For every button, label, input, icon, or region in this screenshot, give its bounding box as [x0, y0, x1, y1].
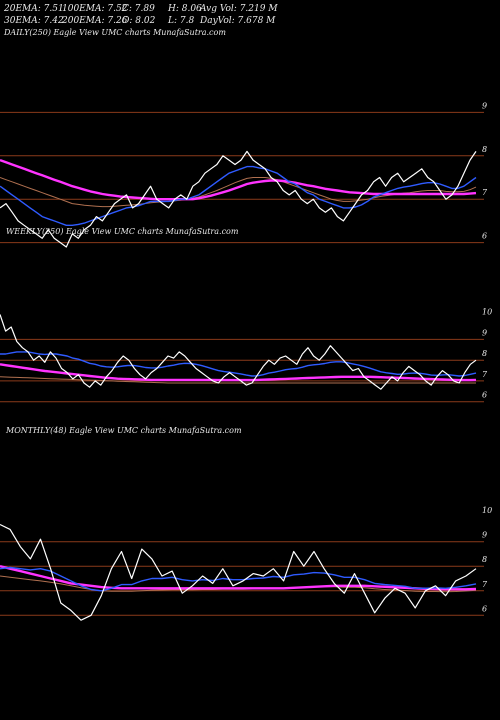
y-tick-2-1: 9 — [482, 531, 487, 540]
panel-label-1: WEEKLY(250) Eagle View UMC charts Munafa… — [6, 227, 239, 236]
y-tick-0-0: 9 — [482, 101, 487, 110]
stat-row2-2: O: 8.02 — [122, 16, 156, 26]
y-tick-2-2: 8 — [482, 555, 487, 564]
stat-row2-4: DayVol: 7.678 M — [199, 16, 276, 26]
y-tick-1-3: 7 — [482, 370, 488, 379]
series-ema_short-2 — [0, 566, 477, 592]
panel-label-2: MONTHLY(48) Eagle View UMC charts Munafa… — [5, 426, 242, 435]
y-tick-1-0: 10 — [482, 308, 492, 317]
series-ema_short-1 — [0, 351, 477, 377]
series-ema_long-0 — [0, 158, 477, 201]
stat-row1-4: Avg Vol: 7.219 M — [199, 4, 278, 14]
stat-row1-3: H: 8.06 — [167, 4, 202, 14]
panel-2: 10 9 8 7 6 MONTHLY(48) Eagle View UMC charts … — [0, 426, 492, 621]
panel-0: 9 8 7 6 DAILY(250) Eagle View UMC charts Mun… — [0, 28, 488, 248]
panel-1: 10 9 8 7 6 WEEKLY(250) Eagle View UMC charts … — [0, 227, 492, 403]
series-ema_short-0 — [0, 165, 477, 227]
series-price-2 — [0, 523, 477, 621]
series-ema_long-1 — [0, 363, 477, 382]
series-ema_mid-1 — [0, 376, 476, 384]
y-tick-0-2: 7 — [482, 188, 488, 197]
y-tick-1-4: 6 — [482, 391, 487, 400]
y-tick-2-4: 6 — [482, 604, 487, 613]
series-price-1 — [0, 314, 477, 390]
y-tick-1-1: 9 — [482, 328, 487, 337]
stat-row1-0: 20EMA: 7.51 — [3, 4, 64, 14]
stat-row2-0: 30EMA: 7.42 — [4, 16, 64, 26]
stat-row1-2: C: 7.89 — [122, 4, 155, 14]
y-tick-2-0: 10 — [482, 506, 492, 515]
panel-label-0: DAILY(250) Eagle View UMC charts MunafaS… — [3, 28, 226, 37]
y-tick-0-1: 8 — [482, 145, 487, 154]
stat-row2-3: L: 7.8 — [167, 16, 194, 26]
stat-row1-1: 100EMA: 7.52 — [62, 4, 128, 14]
y-tick-2-3: 7 — [482, 580, 488, 589]
series-price-0 — [0, 150, 477, 248]
y-tick-1-2: 8 — [482, 349, 487, 358]
stat-row2-1: 200EMA: 7.26 — [61, 16, 128, 26]
y-tick-0-3: 6 — [482, 232, 487, 241]
